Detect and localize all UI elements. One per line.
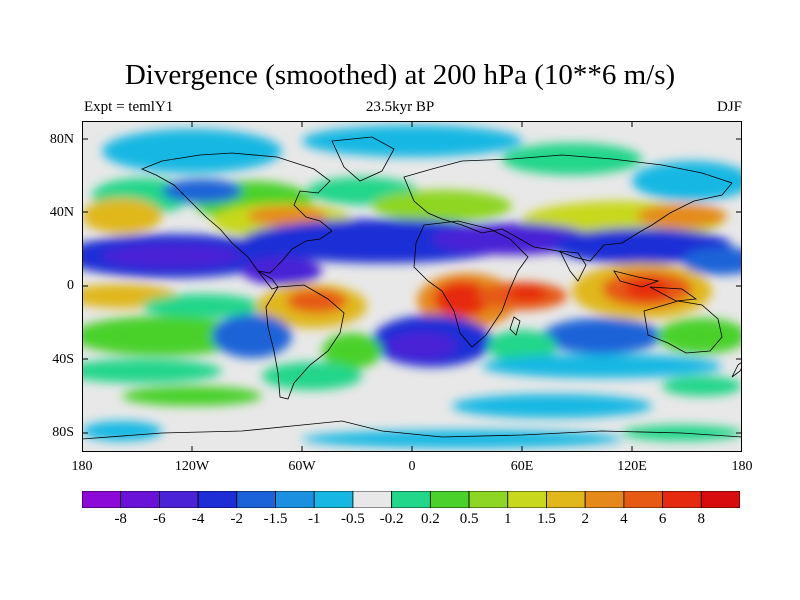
- colorbar-label: 2: [581, 511, 589, 527]
- lon-tick-label: 180: [71, 459, 93, 474]
- lat-tick-label: 0: [67, 278, 74, 293]
- colorbar-box: [700, 491, 740, 508]
- colorbar-label: 0.5: [459, 511, 479, 527]
- colorbar-label: -1.5: [263, 511, 288, 527]
- divergence-field: [82, 121, 742, 452]
- colorbar-label: 6: [658, 511, 667, 527]
- colorbar-label: -4: [191, 511, 205, 527]
- divergence-map: [82, 121, 742, 452]
- colorbar-box: [391, 491, 431, 508]
- colorbar-box: [275, 491, 315, 508]
- period-label: 23.5kyr BP: [365, 99, 435, 115]
- colorbar-box: [507, 491, 547, 508]
- colorbar-label: 1: [504, 511, 512, 527]
- lat-tick-label: 40N: [49, 205, 74, 220]
- colorbar-box: [352, 491, 393, 508]
- colorbar-box: [236, 491, 276, 508]
- colorbar-label: -6: [153, 511, 166, 527]
- season-label: DJF: [716, 99, 742, 115]
- colorbar-label: 4: [620, 511, 628, 527]
- colorbar-label: -1: [307, 511, 321, 527]
- colorbar-box: [313, 491, 354, 508]
- colorbar: [82, 491, 740, 508]
- colorbar-box: [197, 491, 238, 508]
- lat-tick-label: 80S: [52, 425, 74, 440]
- colorbar-box: [159, 491, 199, 508]
- lon-tick-label: 120W: [174, 459, 210, 474]
- colorbar-label: 1.5: [537, 511, 556, 527]
- colorbar-box: [584, 491, 625, 508]
- lon-tick-label: 120E: [617, 459, 647, 474]
- colorbar-box: [468, 491, 509, 508]
- coastlines: [82, 136, 742, 440]
- colorbar-label: -2: [230, 511, 244, 527]
- colorbar-box: [82, 491, 122, 508]
- colorbar-box: [662, 491, 702, 508]
- colorbar-label: -8: [114, 511, 127, 527]
- lat-tick-label: 40S: [52, 352, 74, 367]
- experiment-label: Expt = temlY1: [84, 99, 174, 115]
- axis-ticks: [82, 121, 742, 452]
- lon-tick-label: 60E: [510, 459, 534, 474]
- colorbar-label: 8: [697, 511, 706, 527]
- lon-tick-label: 0: [408, 459, 416, 474]
- lon-tick-label: 180: [731, 459, 753, 474]
- colorbar-box: [546, 491, 586, 508]
- figure-title: Divergence (smoothed) at 200 hPa (10**6 …: [124, 59, 676, 91]
- colorbar-label: 0.2: [421, 511, 440, 527]
- colorbar-label: -0.2: [379, 511, 404, 527]
- colorbar-box: [623, 491, 663, 508]
- colorbar-label: -0.5: [341, 511, 365, 527]
- colorbar-box: [120, 491, 160, 508]
- colorbar-box: [429, 491, 470, 508]
- lon-tick-label: 60W: [288, 459, 316, 474]
- lat-tick-label: 80N: [49, 132, 74, 147]
